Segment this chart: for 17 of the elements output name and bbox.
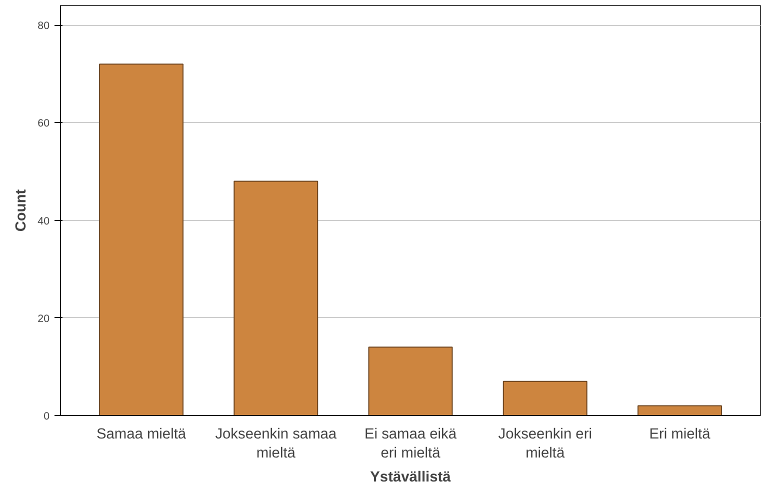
y-tick-label: 40 bbox=[38, 215, 50, 228]
bar bbox=[368, 346, 453, 416]
x-axis-title: Ystävällistä bbox=[370, 470, 452, 486]
x-tick-label: Ei samaa eikä eri mieltä bbox=[364, 426, 458, 462]
x-tick-label: Jokseenkin samaa mieltä bbox=[215, 426, 338, 462]
bar bbox=[234, 180, 318, 416]
y-tick-label: 80 bbox=[38, 20, 50, 32]
bar bbox=[502, 380, 588, 416]
bar bbox=[99, 64, 184, 416]
y-tick-label: 20 bbox=[38, 312, 50, 325]
y-tick-label: 60 bbox=[38, 118, 50, 130]
x-tick-label: Eri mieltä bbox=[649, 426, 712, 442]
y-tick-label: 0 bbox=[44, 410, 50, 422]
x-tick-label: Jokseenkin eri mieltä bbox=[498, 426, 592, 462]
y-axis-title: Count bbox=[14, 189, 30, 232]
x-tick-label: Samaa mieltä bbox=[96, 426, 187, 442]
bar bbox=[638, 405, 722, 416]
